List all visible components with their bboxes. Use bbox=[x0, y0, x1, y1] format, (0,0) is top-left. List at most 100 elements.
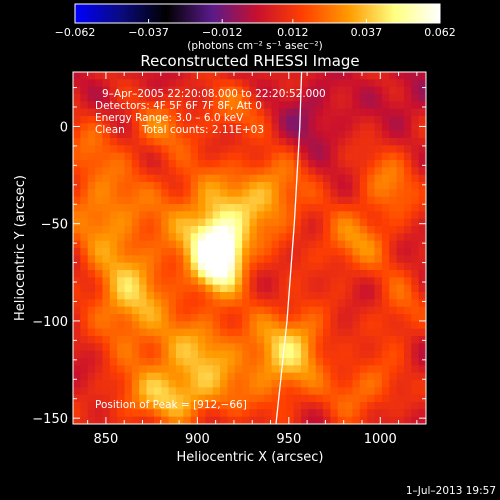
heatmap-cell bbox=[308, 160, 317, 168]
heatmap-cell bbox=[183, 196, 192, 205]
heatmap-cell bbox=[109, 152, 118, 161]
heatmap-cell bbox=[205, 292, 214, 300]
heatmap-cell bbox=[256, 380, 265, 388]
heatmap-cell bbox=[345, 94, 354, 102]
heatmap-cell bbox=[249, 79, 258, 88]
heatmap-cell bbox=[168, 343, 177, 352]
heatmap-cell bbox=[271, 204, 280, 212]
heatmap-cell bbox=[418, 343, 426, 352]
heatmap-cell bbox=[220, 321, 229, 330]
heatmap-cell bbox=[411, 182, 420, 190]
heatmap-cell bbox=[315, 416, 324, 424]
heatmap-cell bbox=[220, 284, 229, 293]
heatmap-cell bbox=[205, 72, 214, 80]
heatmap-cell bbox=[227, 94, 236, 102]
heatmap-cell bbox=[95, 358, 104, 366]
heatmap-cell bbox=[389, 218, 398, 227]
heatmap-cell bbox=[124, 145, 133, 154]
heatmap-cell bbox=[117, 314, 126, 322]
heatmap-cell bbox=[367, 416, 376, 424]
heatmap-cell bbox=[374, 409, 383, 418]
heatmap-cell bbox=[117, 284, 126, 293]
heatmap-cell bbox=[271, 138, 280, 146]
heatmap-cell bbox=[190, 380, 199, 388]
heatmap-cell bbox=[242, 277, 251, 286]
heatmap-cell bbox=[264, 160, 273, 168]
heatmap-cell bbox=[205, 336, 214, 344]
heatmap-cell bbox=[323, 226, 331, 234]
heatmap-cell bbox=[124, 130, 133, 139]
heatmap-cell bbox=[256, 358, 265, 366]
heatmap-cell bbox=[146, 160, 155, 168]
heatmap-cell bbox=[198, 299, 206, 308]
heatmap-cell bbox=[73, 402, 81, 410]
heatmap-cell bbox=[102, 262, 111, 271]
heatmap-cell bbox=[80, 123, 89, 132]
heatmap-cell bbox=[278, 138, 287, 146]
heatmap-cell bbox=[109, 167, 118, 176]
heatmap-cell bbox=[212, 138, 221, 146]
heatmap-cell bbox=[95, 196, 104, 205]
heatmap-cell bbox=[411, 284, 420, 293]
heatmap-cell bbox=[117, 299, 126, 308]
heatmap-cell bbox=[256, 204, 265, 212]
heatmap-cell bbox=[161, 321, 170, 330]
heatmap-cell bbox=[345, 174, 354, 183]
heatmap-cell bbox=[337, 108, 346, 117]
heatmap-cell bbox=[249, 328, 258, 337]
heatmap-cell bbox=[403, 321, 412, 330]
heatmap-cell bbox=[359, 394, 368, 403]
heatmap-cell bbox=[87, 86, 96, 95]
heatmap-cell bbox=[323, 343, 331, 352]
heatmap-cell bbox=[183, 284, 192, 293]
heatmap-cell bbox=[330, 189, 339, 198]
heatmap-cell bbox=[117, 226, 126, 234]
heatmap-cell bbox=[359, 130, 368, 139]
heatmap-cell bbox=[212, 211, 221, 220]
heatmap-cell bbox=[264, 189, 273, 198]
heatmap-cell bbox=[175, 343, 184, 352]
heatmap-cell bbox=[242, 94, 251, 102]
heatmap-cell bbox=[212, 387, 221, 396]
heatmap-cell bbox=[242, 167, 251, 176]
heatmap-cell bbox=[367, 321, 376, 330]
heatmap-cell bbox=[212, 343, 221, 352]
heatmap-cell bbox=[381, 138, 390, 146]
heatmap-cell bbox=[139, 292, 148, 300]
heatmap-cell bbox=[80, 306, 89, 315]
heatmap-cell bbox=[95, 116, 104, 124]
heatmap-cell bbox=[168, 306, 177, 315]
heatmap-cell bbox=[183, 365, 192, 374]
heatmap-cell bbox=[293, 314, 302, 322]
heatmap-cell bbox=[205, 277, 214, 286]
heatmap-cell bbox=[124, 372, 133, 381]
heatmap-cell bbox=[146, 336, 155, 344]
heatmap-cell bbox=[293, 218, 302, 227]
heatmap-cell bbox=[242, 328, 251, 337]
heatmap-cell bbox=[198, 116, 206, 124]
heatmap-cell bbox=[73, 255, 81, 264]
heatmap-cell bbox=[271, 174, 280, 183]
heatmap-cell bbox=[146, 306, 155, 315]
y-tick-label: −50 bbox=[41, 218, 68, 233]
heatmap-cell bbox=[95, 189, 104, 198]
heatmap-cell bbox=[80, 94, 89, 102]
heatmap-cell bbox=[367, 130, 376, 139]
heatmap-cell bbox=[278, 160, 287, 168]
heatmap-cell bbox=[315, 211, 324, 220]
heatmap-cell bbox=[190, 182, 199, 190]
heatmap-cell bbox=[198, 255, 206, 264]
heatmap-cell bbox=[411, 292, 420, 300]
heatmap-cell bbox=[381, 284, 390, 293]
heatmap-cell bbox=[102, 145, 111, 154]
heatmap-cell bbox=[131, 152, 140, 161]
heatmap-cell bbox=[389, 292, 398, 300]
heatmap-cell bbox=[315, 130, 324, 139]
heatmap-cell bbox=[212, 380, 221, 388]
heatmap-cell bbox=[330, 416, 339, 424]
heatmap-cell bbox=[131, 130, 140, 139]
heatmap-cell bbox=[418, 387, 426, 396]
heatmap-cell bbox=[190, 394, 199, 403]
heatmap-cell bbox=[212, 94, 221, 102]
heatmap-cell bbox=[220, 123, 229, 132]
